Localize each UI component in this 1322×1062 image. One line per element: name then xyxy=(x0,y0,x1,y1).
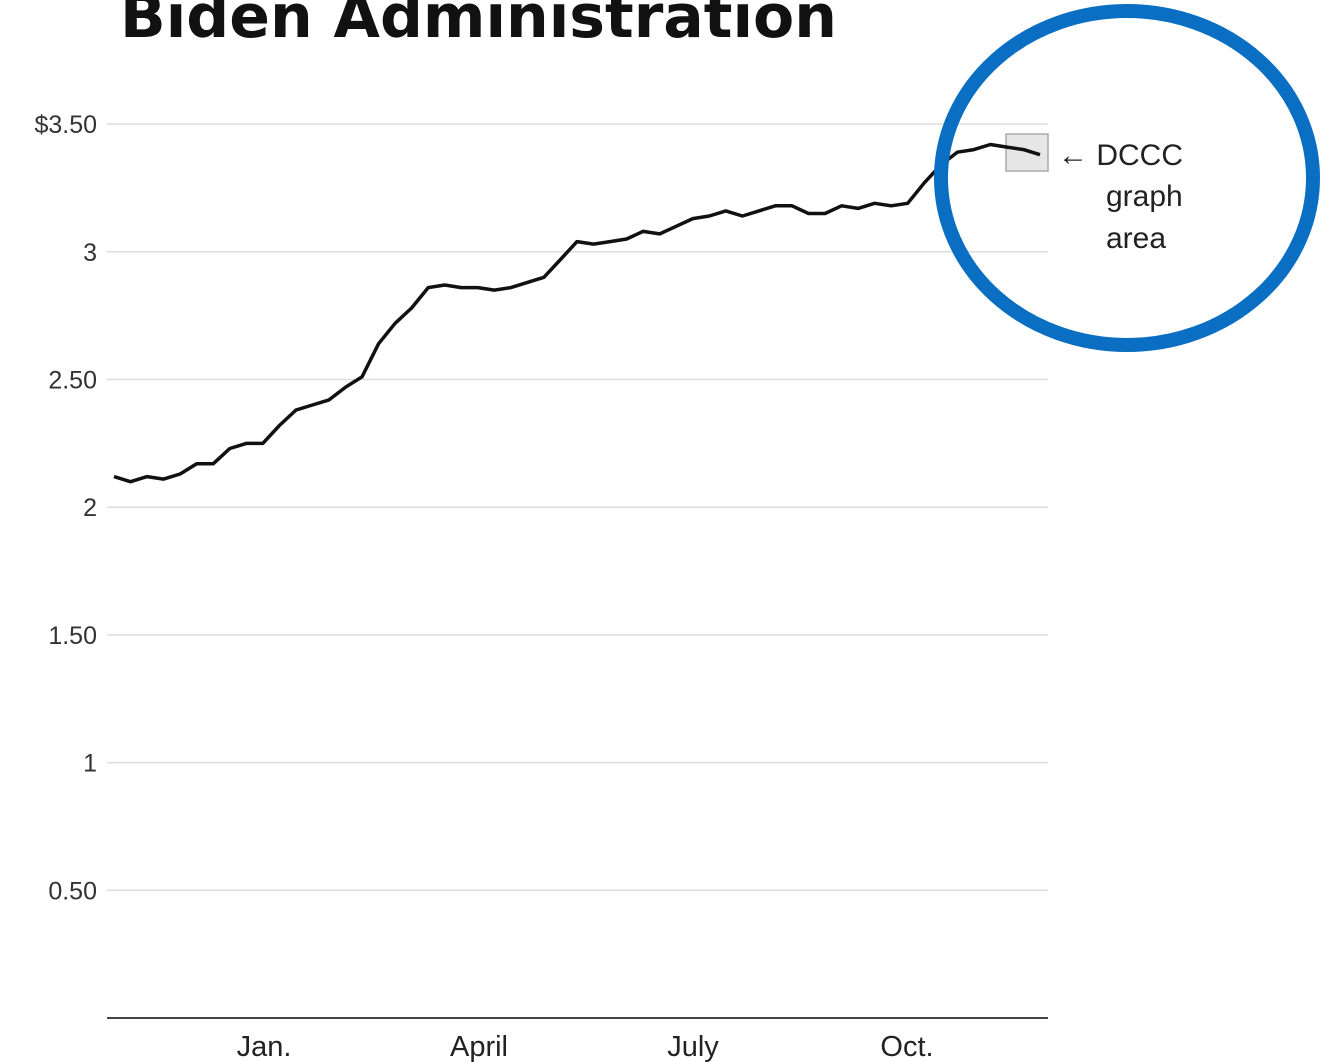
annotation-line-2: graph xyxy=(1106,180,1183,213)
y-tick-label: 3 xyxy=(83,239,97,267)
x-tick-label: Jan. xyxy=(237,1031,292,1062)
y-tick-label: 1 xyxy=(83,750,97,778)
annotation: ← DCCC graph area xyxy=(1058,139,1183,255)
annotation-line-1: ← DCCC xyxy=(1058,139,1183,172)
y-tick-label: 2 xyxy=(83,494,97,522)
y-axis-ticks: $3.50 3 2.50 2 1.50 1 0.50 xyxy=(34,111,97,905)
page-title: Biden Administration xyxy=(120,0,837,52)
callout-circle xyxy=(934,4,1320,352)
series-group xyxy=(113,142,1041,484)
x-axis-ticks: Jan. April July Oct. xyxy=(237,1031,934,1062)
x-tick-label: April xyxy=(450,1031,508,1062)
y-tick-label: $3.50 xyxy=(34,111,97,139)
y-tick-label: 2.50 xyxy=(48,367,97,395)
y-tick-label: 1.50 xyxy=(48,622,97,650)
annotation-line-3: area xyxy=(1106,222,1166,255)
grid-lines xyxy=(107,123,1048,892)
x-tick-label: Oct. xyxy=(880,1031,933,1062)
y-tick-label: 0.50 xyxy=(48,877,97,905)
series-line xyxy=(113,142,1041,484)
x-tick-label: July xyxy=(667,1031,719,1062)
